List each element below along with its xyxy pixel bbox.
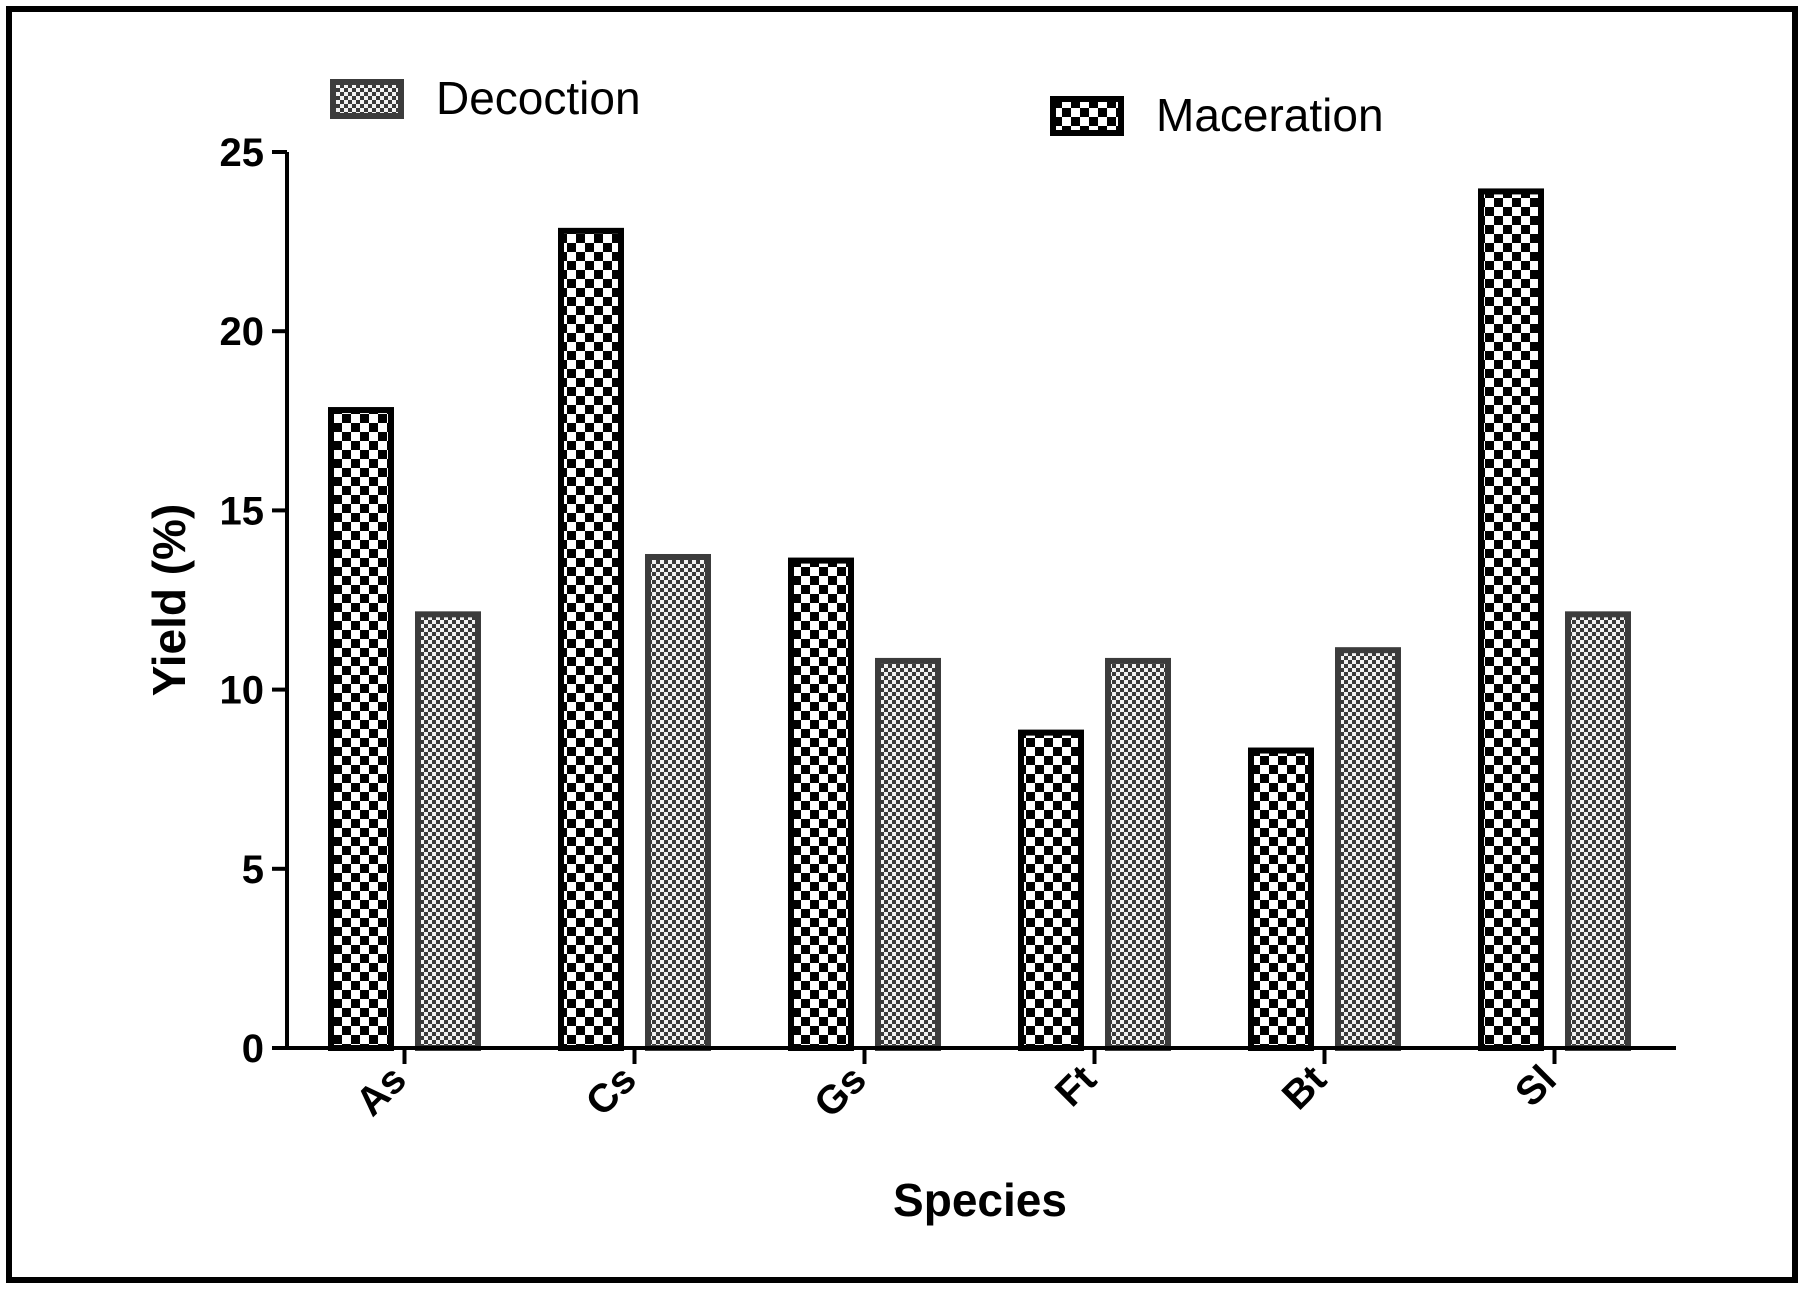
bar-decoction-ft xyxy=(1105,657,1171,1051)
x-tick-label-gs: Gs xyxy=(806,1057,875,1126)
y-tick-label: 25 xyxy=(220,131,265,175)
x-axis-title: Species xyxy=(893,1174,1067,1226)
x-tick-label-sl: Sl xyxy=(1507,1057,1565,1115)
bar-decoction-gs xyxy=(875,657,941,1051)
bar-decoction-cs xyxy=(645,553,711,1051)
legend-item-decoction: Decoction xyxy=(330,72,641,124)
bar-maceration-cs xyxy=(558,227,624,1051)
bar-maceration-bt xyxy=(1248,747,1314,1051)
y-tick-label: 10 xyxy=(220,669,265,713)
legend-label-decoction: Decoction xyxy=(436,72,641,124)
bars-group xyxy=(328,188,1631,1052)
legend-item-maceration: Maceration xyxy=(1050,89,1384,141)
x-tick-label-as: As xyxy=(348,1057,415,1124)
y-tick-label: 15 xyxy=(220,489,265,533)
x-axis-ticks: As Cs Gs Ft Bt Sl xyxy=(348,1048,1565,1126)
y-axis-ticks: 0 5 10 15 20 25 xyxy=(220,131,287,1071)
bar-decoction-as xyxy=(415,611,481,1051)
x-tick-label-cs: Cs xyxy=(578,1057,645,1124)
bar-maceration-gs xyxy=(788,557,854,1051)
legend: Decoction Maceration xyxy=(330,72,1384,141)
legend-swatch-decoction xyxy=(330,79,404,119)
bar-maceration-sl xyxy=(1478,188,1544,1051)
bar-maceration-as xyxy=(328,407,394,1052)
legend-swatch-maceration xyxy=(1050,96,1124,136)
y-tick-label: 0 xyxy=(242,1027,264,1071)
x-tick-label-ft: Ft xyxy=(1047,1057,1105,1115)
y-tick-label: 5 xyxy=(242,848,264,892)
legend-label-maceration: Maceration xyxy=(1156,89,1384,141)
y-axis-title: Yield (%) xyxy=(143,504,195,697)
x-tick-label-bt: Bt xyxy=(1274,1057,1335,1118)
bar-maceration-ft xyxy=(1018,729,1084,1051)
bar-decoction-bt xyxy=(1335,647,1401,1052)
y-tick-label: 20 xyxy=(220,310,265,354)
bar-decoction-sl xyxy=(1565,611,1631,1051)
